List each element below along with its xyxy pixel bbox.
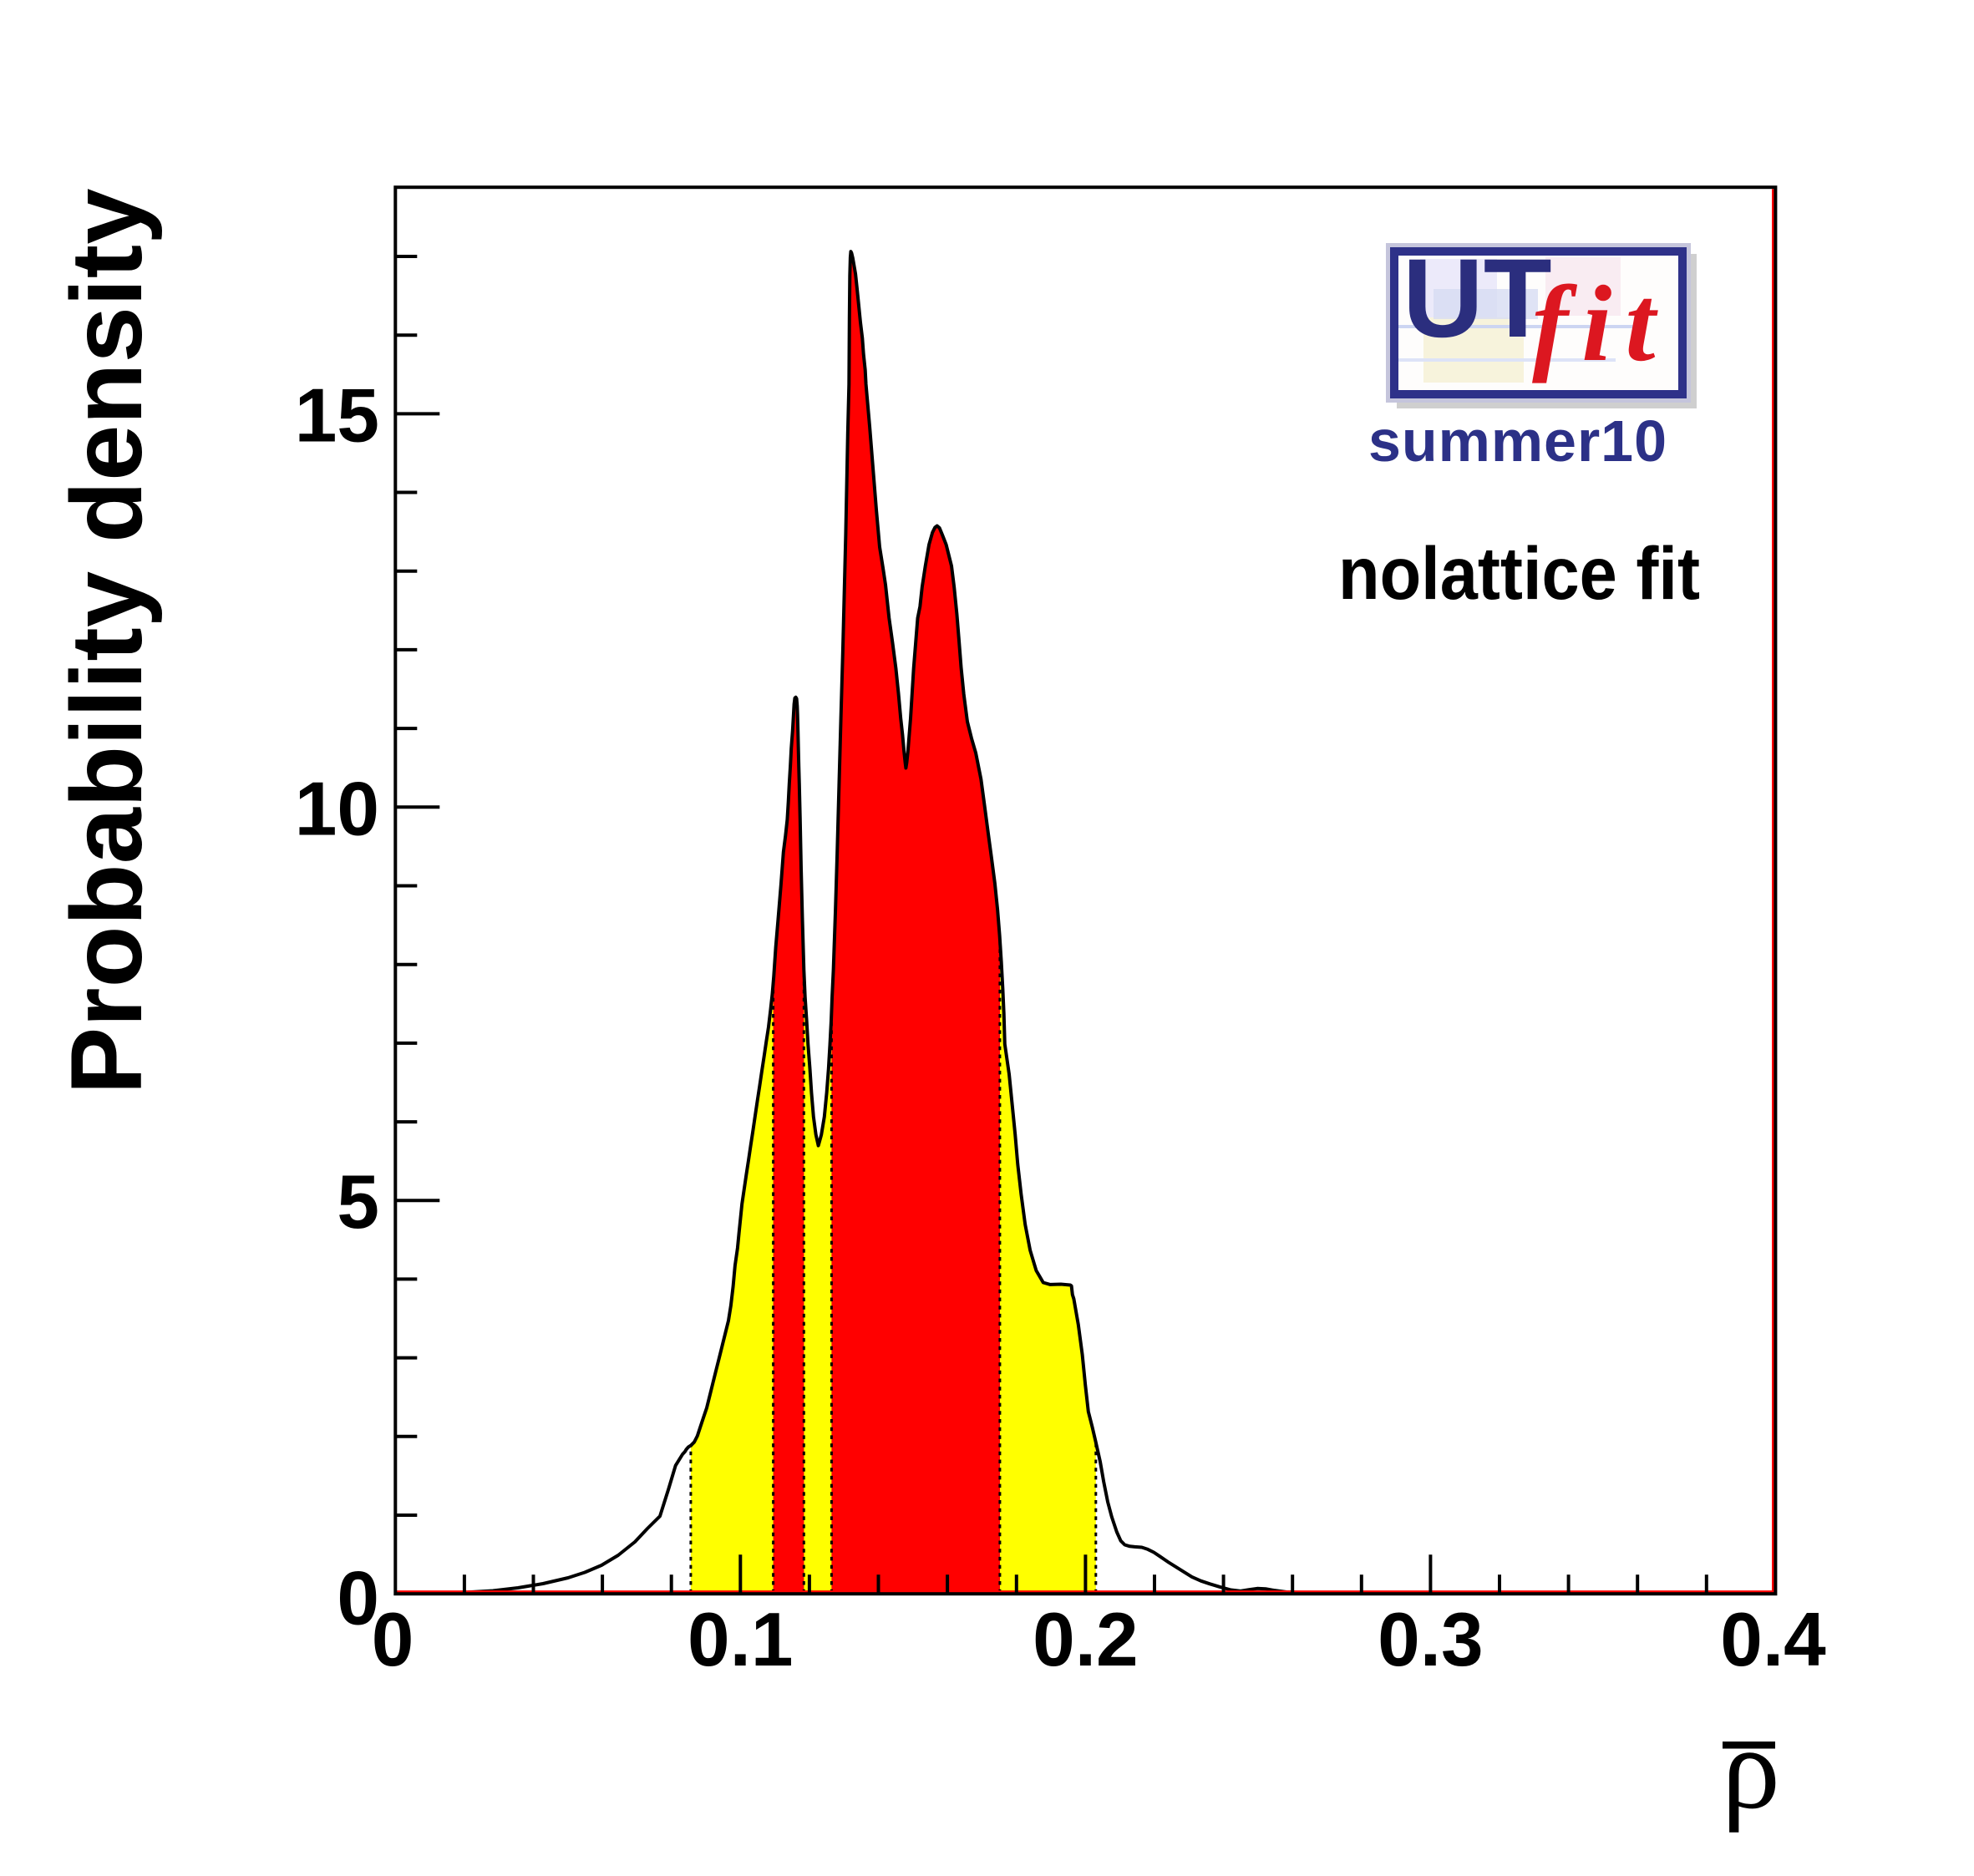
svg-text:fit: fit bbox=[1532, 264, 1669, 384]
svg-text:UT: UT bbox=[1403, 236, 1552, 361]
svg-text:0: 0 bbox=[337, 1557, 379, 1641]
svg-text:0.1: 0.1 bbox=[688, 1598, 794, 1682]
svg-text:nolattice fit: nolattice fit bbox=[1338, 531, 1700, 615]
svg-text:Probability density: Probability density bbox=[49, 189, 163, 1095]
svg-text:0.4: 0.4 bbox=[1720, 1598, 1826, 1682]
svg-text:0.2: 0.2 bbox=[1033, 1598, 1139, 1682]
svg-text:5: 5 bbox=[337, 1160, 379, 1245]
svg-text:ρ: ρ bbox=[1722, 1704, 1780, 1833]
svg-text:10: 10 bbox=[295, 767, 379, 851]
svg-text:0.3: 0.3 bbox=[1378, 1598, 1484, 1682]
svg-text:0: 0 bbox=[372, 1598, 414, 1682]
svg-text:15: 15 bbox=[295, 373, 379, 458]
svg-text:summer10: summer10 bbox=[1368, 408, 1667, 474]
